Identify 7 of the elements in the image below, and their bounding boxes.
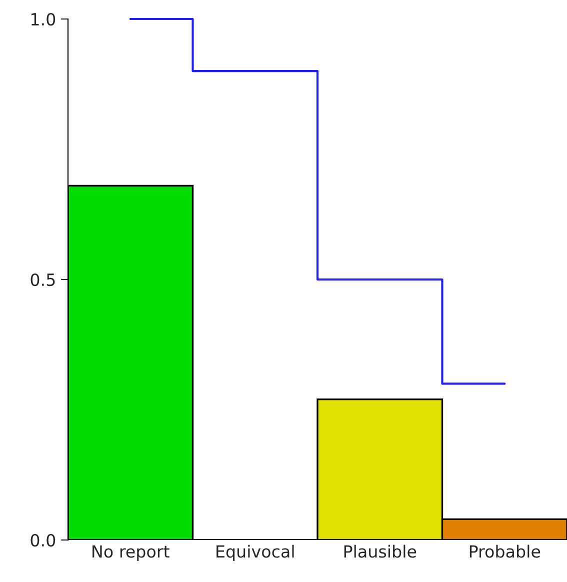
y-tick-label: 0.0 <box>30 534 56 547</box>
x-tick-label: Equivocal <box>216 544 294 561</box>
y-tick-label: 1.0 <box>32 12 56 26</box>
x-tick-label: Probable <box>470 544 540 558</box>
y-tick-label: 0.5 <box>30 273 55 286</box>
x-tick-label: No report <box>92 545 170 561</box>
x-tick-label: Plausible <box>344 544 416 558</box>
